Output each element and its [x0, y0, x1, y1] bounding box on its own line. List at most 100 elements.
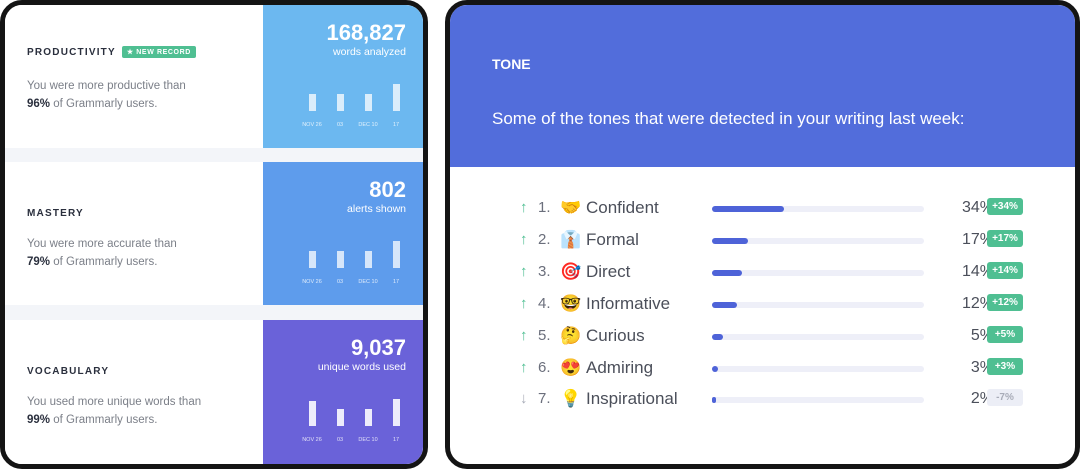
arrow-up-icon: ↑ [520, 199, 528, 216]
tone-rank: 5. [538, 327, 551, 344]
mini-bar [365, 409, 372, 426]
mini-bar [393, 399, 400, 426]
tone-name: Admiring [586, 358, 654, 377]
tone-rank: 2. [538, 231, 551, 248]
tone-delta-badge: -7% [987, 389, 1023, 406]
tone-rank: 1. [538, 199, 551, 216]
axis-label: NOV 26 [302, 122, 322, 128]
target-icon: 🎯 [560, 262, 582, 281]
desc-suffix: of Grammarly users. [50, 256, 158, 268]
stat-title-text: VOCABULARY [27, 366, 110, 377]
writing-stats-card: PRODUCTIVITY ★ NEW RECORD You were more … [0, 0, 428, 469]
mini-bar-chart [293, 77, 405, 111]
mini-bar [337, 94, 344, 111]
tone-rank: 4. [538, 295, 551, 312]
stat-chart-panel: 9,037 unique words used NOV 26 03 DEC 10… [263, 320, 423, 464]
tone-name: Inspirational [586, 389, 678, 408]
new-record-badge: ★ NEW RECORD [121, 46, 196, 58]
axis-label: 17 [392, 122, 400, 128]
tone-bar-track [712, 206, 924, 212]
tone-bar-fill [712, 270, 742, 276]
tone-percent: 3% [970, 359, 994, 376]
tone-row: ↑ 6. 😍 Admiring 3% +3% [450, 356, 1075, 380]
tone-row: ↑ 3. 🎯 Direct 14% +14% [450, 260, 1075, 284]
lightbulb-icon: 💡 [560, 389, 582, 408]
heart-eyes-icon: 😍 [560, 358, 582, 377]
tone-bar-fill [712, 334, 723, 340]
tone-subtitle: Some of the tones that were detected in … [492, 109, 965, 128]
mini-bar [393, 84, 400, 111]
thinking-face-icon: 🤔 [560, 326, 582, 345]
axis-label: 17 [392, 437, 400, 443]
mini-bar [337, 251, 344, 268]
handshake-icon: 🤝 [560, 198, 582, 217]
arrow-up-icon: ↑ [520, 295, 528, 312]
tone-delta-badge: +12% [987, 294, 1023, 311]
stat-title: PRODUCTIVITY ★ NEW RECORD [27, 46, 196, 58]
axis-label: 17 [392, 279, 400, 285]
stat-title-text: MASTERY [27, 208, 84, 219]
mini-bar [365, 94, 372, 111]
tone-bar-track [712, 238, 924, 244]
mini-bar [309, 401, 316, 426]
tone-bar-fill [712, 238, 749, 244]
stat-text-panel: VOCABULARY You used more unique words th… [5, 320, 263, 464]
arrow-up-icon: ↑ [520, 231, 528, 248]
stat-description: You were more accurate than 79% of Gramm… [27, 235, 257, 271]
stat-value: 802 [369, 177, 406, 202]
axis-label: DEC 10 [358, 122, 378, 128]
tone-row: ↑ 5. 🤔 Curious 5% +5% [450, 324, 1075, 348]
arrow-up-icon: ↑ [520, 327, 528, 344]
axis-label: NOV 26 [302, 437, 322, 443]
tone-row: ↑ 1. 🤝 Confident 34% +34% [450, 196, 1075, 220]
stat-value-label: unique words used [317, 361, 406, 373]
tone-rank: 3. [538, 263, 551, 280]
axis-label: 03 [336, 122, 344, 128]
tone-bar-track [712, 270, 924, 276]
arrow-up-icon: ↑ [520, 263, 528, 280]
tone-percent: 2% [970, 390, 994, 407]
desc-suffix: of Grammarly users. [50, 98, 158, 110]
tone-card: TONE Some of the tones that were detecte… [445, 0, 1080, 469]
mini-bar [337, 409, 344, 426]
stat-text-panel: PRODUCTIVITY ★ NEW RECORD You were more … [5, 5, 263, 148]
tone-bar-track [712, 302, 924, 308]
tone-bar-fill [712, 397, 717, 403]
tone-row: ↑ 2. 👔 Formal 17% +17% [450, 228, 1075, 252]
tone-name: Curious [586, 326, 645, 345]
axis-label: 03 [336, 279, 344, 285]
tone-delta-badge: +3% [987, 358, 1023, 375]
stat-value: 168,827 [326, 20, 406, 45]
axis-label: NOV 26 [302, 279, 322, 285]
tone-name: Direct [586, 262, 631, 281]
tone-bar-fill [712, 366, 719, 372]
stat-description: You were more productive than 96% of Gra… [27, 77, 257, 113]
tone-percent: 34% [961, 199, 994, 216]
stat-value: 9,037 [350, 335, 406, 360]
tone-percent: 14% [961, 263, 994, 280]
tone-rank: 6. [538, 359, 551, 376]
stat-vocabulary: VOCABULARY You used more unique words th… [5, 320, 423, 464]
shirt-icon: 👔 [560, 230, 582, 249]
stat-title: VOCABULARY [27, 366, 109, 377]
stat-text-panel: MASTERY You were more accurate than 79% … [5, 162, 263, 305]
stat-chart-panel: 802 alerts shown NOV 26 03 DEC 10 17 [263, 162, 423, 305]
desc-suffix: of Grammarly users. [50, 414, 158, 426]
tone-percent: 17% [961, 231, 994, 248]
tone-row: ↓ 7. 💡 Inspirational 2% -7% [450, 387, 1075, 411]
stat-chart-panel: 168,827 words analyzed NOV 26 03 DEC 10 … [263, 5, 423, 148]
mini-bar [393, 241, 400, 268]
desc-percent: 99% [27, 414, 51, 426]
axis-label: DEC 10 [358, 437, 378, 443]
tone-delta-badge: +17% [987, 230, 1023, 247]
tone-bar-fill [712, 302, 738, 308]
arrow-up-icon: ↑ [520, 359, 528, 376]
tone-rank: 7. [538, 390, 551, 407]
stat-description: You used more unique words than 99% of G… [27, 393, 257, 429]
tone-bar-fill [712, 206, 785, 212]
tone-name: Informative [586, 294, 671, 313]
stat-value-label: alerts shown [347, 203, 406, 215]
tone-header: TONE Some of the tones that were detecte… [450, 5, 1075, 167]
stat-title-text: PRODUCTIVITY [27, 46, 116, 58]
stat-value-label: words analyzed [333, 46, 406, 58]
